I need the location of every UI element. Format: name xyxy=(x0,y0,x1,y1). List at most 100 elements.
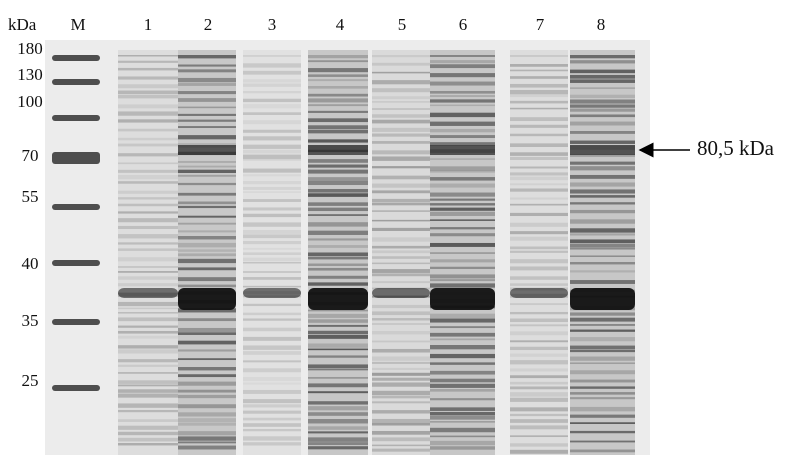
main-band xyxy=(570,288,635,310)
gel-band xyxy=(430,318,495,323)
gel-band xyxy=(118,169,178,173)
gel-band xyxy=(372,127,430,132)
gel-band xyxy=(308,348,368,351)
gel-band xyxy=(243,144,301,149)
gel-band xyxy=(243,186,301,190)
gel-band xyxy=(308,230,368,235)
gel-band xyxy=(570,60,635,64)
gel-band xyxy=(430,353,495,359)
gel-band xyxy=(118,403,178,408)
gel-band xyxy=(178,230,236,233)
gel-band xyxy=(430,227,495,230)
gel-band xyxy=(430,326,495,329)
gel-band xyxy=(372,150,430,155)
gel-band xyxy=(510,236,568,241)
gel-band xyxy=(510,183,568,186)
gel-band xyxy=(510,156,568,160)
gel-band xyxy=(243,257,301,262)
gel-band xyxy=(372,62,430,66)
gel-band xyxy=(510,443,568,447)
marker-label: 70 xyxy=(22,146,39,165)
gel-band xyxy=(372,55,430,58)
gel-band xyxy=(243,158,301,161)
gel-band xyxy=(118,425,178,430)
gel-band xyxy=(118,181,178,184)
gel-lanes xyxy=(52,50,635,455)
gel-band xyxy=(118,276,178,280)
gel-band xyxy=(510,368,568,372)
main-band xyxy=(510,288,568,298)
gel-band xyxy=(178,169,236,174)
gel-band xyxy=(178,98,236,102)
gel-band xyxy=(178,91,236,95)
gel-band xyxy=(510,152,568,156)
gel-band xyxy=(372,183,430,188)
gel-band xyxy=(430,55,495,57)
gel-band xyxy=(570,69,635,74)
gel-band xyxy=(308,309,368,312)
marker-label: 35 xyxy=(22,311,39,330)
gel-band xyxy=(510,303,568,306)
gel-band xyxy=(372,190,430,194)
gel-band xyxy=(430,279,495,282)
gel-band xyxy=(372,401,430,404)
gel-band xyxy=(510,133,568,137)
gel-band xyxy=(178,253,236,257)
gel-band xyxy=(243,181,301,185)
main-band xyxy=(308,288,368,310)
gel-band xyxy=(243,63,301,68)
gel-band xyxy=(510,283,568,286)
gel-band xyxy=(430,81,495,86)
gel-band xyxy=(178,358,236,361)
gel-band xyxy=(118,218,178,223)
gel-band xyxy=(510,311,568,315)
gel-band xyxy=(243,230,301,234)
gel-band xyxy=(372,340,430,343)
gel-band xyxy=(243,191,301,193)
gel-band xyxy=(178,201,236,205)
gel-band xyxy=(308,412,368,416)
marker-band xyxy=(52,79,100,85)
gel-band xyxy=(178,174,236,177)
gel-band xyxy=(510,353,568,357)
gel-band xyxy=(243,351,301,355)
gel-band xyxy=(243,120,301,125)
gel-band xyxy=(430,177,495,181)
gel-band xyxy=(570,131,635,134)
gel-band xyxy=(570,233,635,236)
gel-band xyxy=(308,129,368,134)
gel-band xyxy=(430,338,495,341)
gel-band xyxy=(510,266,568,271)
gel-band xyxy=(570,430,635,434)
gel-band xyxy=(178,332,236,335)
gel-band xyxy=(308,383,368,388)
gel-band xyxy=(118,283,178,287)
gel-band xyxy=(243,98,301,103)
gel-band xyxy=(570,255,635,257)
gel-band xyxy=(118,137,178,141)
marker-band xyxy=(52,260,100,266)
gel-band xyxy=(372,80,430,85)
gel-band xyxy=(243,389,301,394)
gel-band xyxy=(243,240,301,245)
target-band xyxy=(178,145,236,155)
gel-band xyxy=(570,345,635,350)
gel-band xyxy=(308,86,368,89)
gel-band xyxy=(118,90,178,95)
gel-band xyxy=(372,175,430,180)
gel-band xyxy=(510,435,568,438)
gel-band xyxy=(118,190,178,194)
gel-band xyxy=(570,140,635,144)
gel-band xyxy=(570,324,635,326)
gel-band xyxy=(308,74,368,77)
gel-band xyxy=(308,376,368,379)
gel-band xyxy=(178,277,236,282)
gel-band xyxy=(510,231,568,235)
gel-band xyxy=(510,222,568,227)
gel-band xyxy=(430,121,495,126)
gel-band xyxy=(570,166,635,171)
marker-label: 180 xyxy=(17,39,43,58)
gel-band xyxy=(243,213,301,218)
gel-band xyxy=(430,219,495,221)
gel-band xyxy=(308,159,368,163)
